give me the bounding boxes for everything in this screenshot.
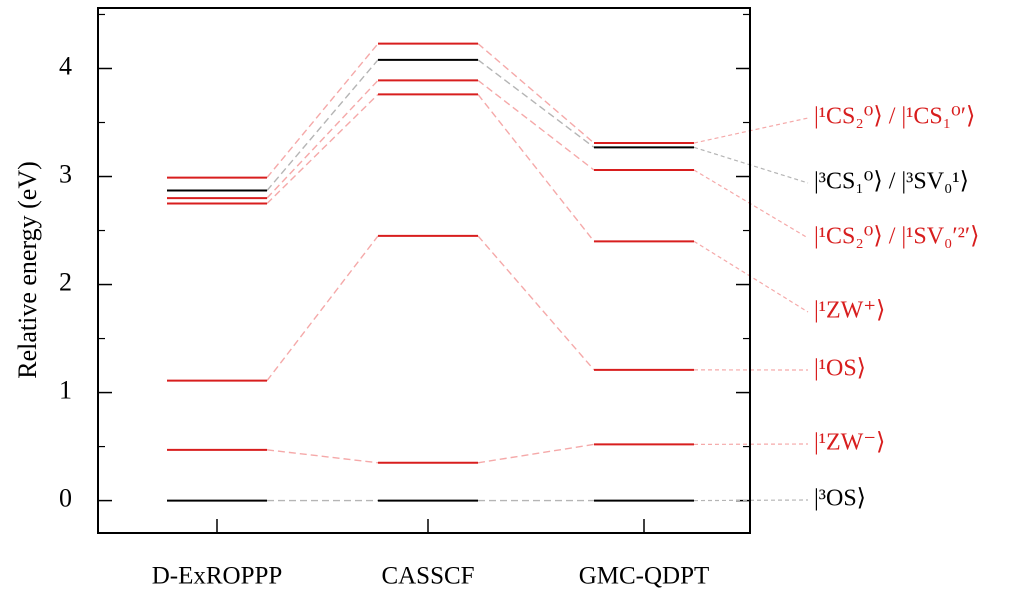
connector: [477, 93, 595, 242]
y-tick-label: 0: [59, 484, 72, 513]
y-tick-label: 3: [59, 159, 72, 188]
legend-label: |¹CS₂⁰⟩ / |¹SV₀′²′⟩: [814, 224, 979, 250]
legend-label: |¹CS₂⁰⟩ / |¹CS₁⁰′⟩: [814, 104, 975, 130]
legend-label: |¹ZW⁻⟩: [814, 430, 885, 456]
connector: [477, 235, 595, 371]
connector: [477, 79, 595, 171]
y-axis-label: Relative energy (eV): [13, 161, 42, 379]
legend-label: |¹ZW⁺⟩: [814, 298, 885, 324]
y-tick-label: 1: [59, 376, 72, 405]
y-tick-label: 2: [59, 268, 72, 297]
x-tick-label: CASSCF: [381, 563, 474, 590]
connector: [266, 79, 379, 199]
connector: [266, 235, 379, 382]
label-connector: [693, 240, 809, 313]
legend-label: |³OS⟩: [814, 486, 866, 512]
connector: [477, 43, 595, 144]
connector: [477, 443, 595, 464]
x-tick-label: GMC-QDPT: [579, 563, 710, 590]
connector: [477, 59, 595, 148]
connector: [266, 43, 379, 179]
plot-frame: [97, 7, 751, 534]
connector: [266, 93, 379, 205]
y-tick-label: 4: [59, 51, 72, 80]
connector: [266, 449, 379, 464]
connector: [266, 59, 379, 192]
legend-label: |³CS₁⁰⟩ / |³SV₀¹⟩: [814, 169, 969, 195]
x-tick-label: D-ExROPPP: [152, 563, 283, 590]
legend-label: |¹OS⟩: [814, 356, 866, 382]
